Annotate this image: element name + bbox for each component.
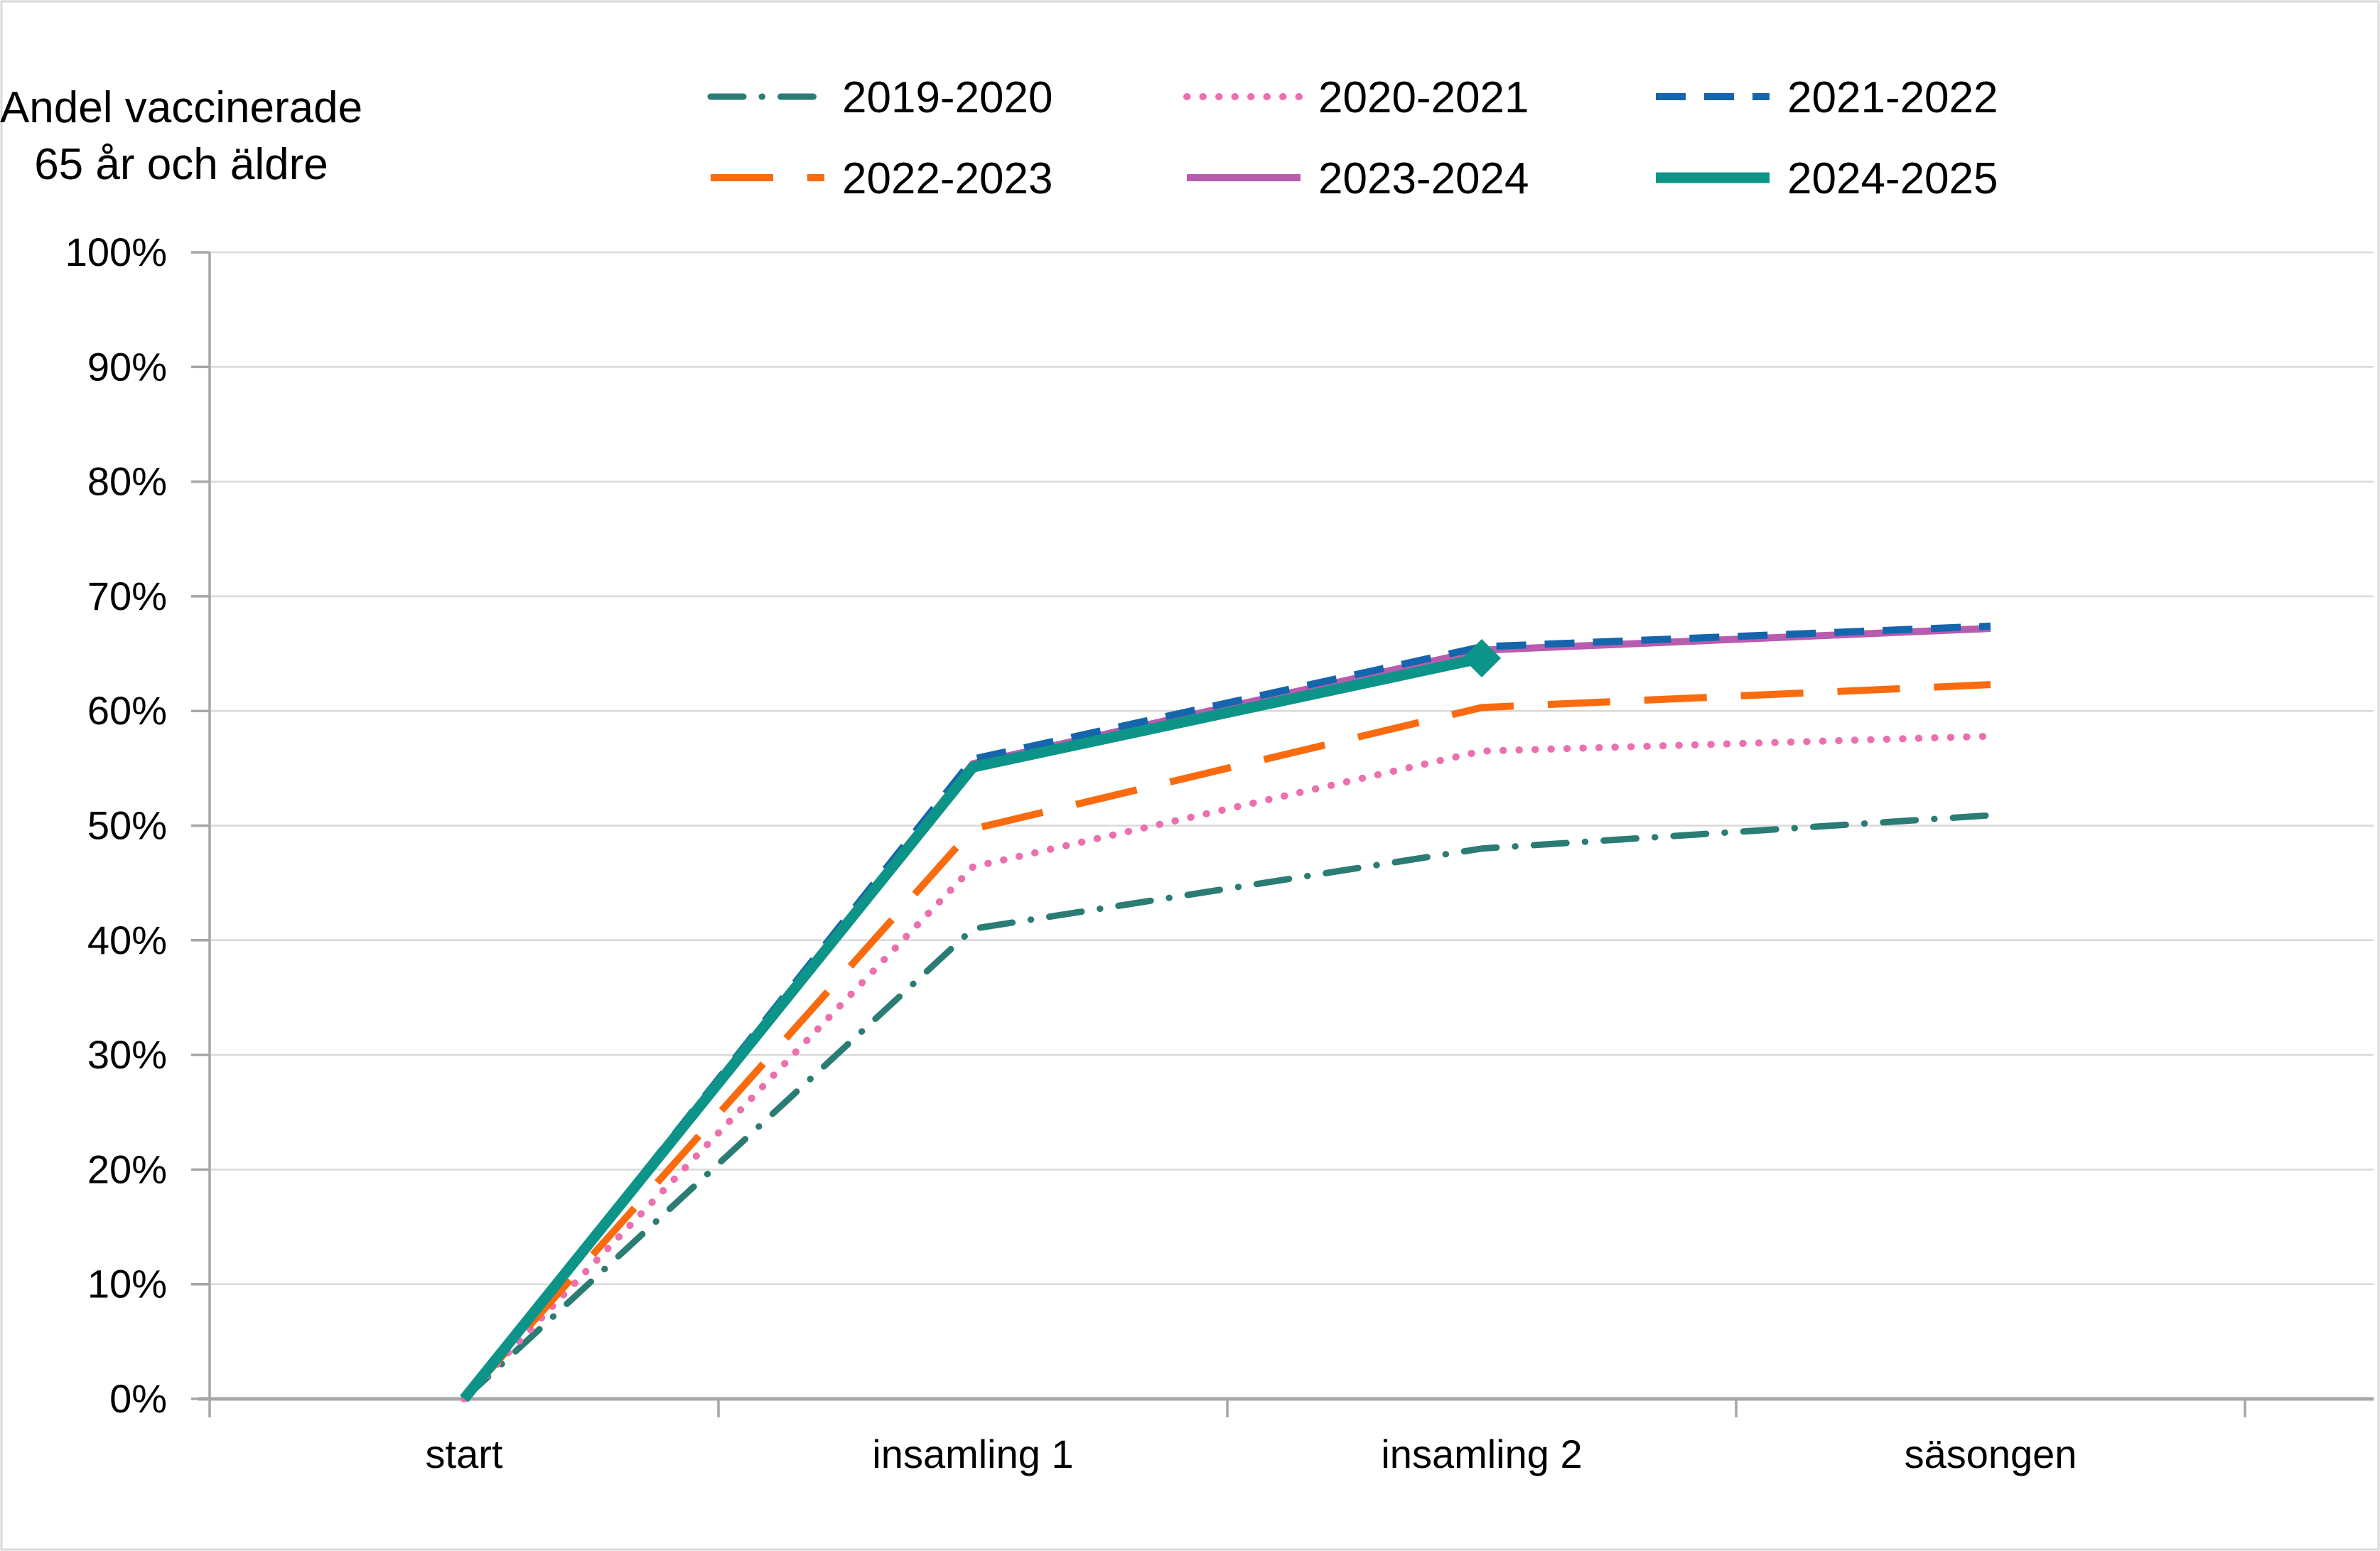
x-category-label: säsongen xyxy=(1905,1432,2077,1476)
legend-item-2022-2023: 2022-2023 xyxy=(711,154,1053,203)
legend-item-2019-2020: 2019-2020 xyxy=(707,73,1053,122)
series-line-2022-2023 xyxy=(461,681,1991,1402)
legend-label: 2024-2025 xyxy=(1787,154,1998,203)
axes xyxy=(191,251,2374,1417)
legend-label: 2021-2022 xyxy=(1787,73,1998,122)
series-lines xyxy=(460,622,1994,1402)
y-tick-label: 40% xyxy=(87,918,167,962)
legend-item-2024-2025: 2024-2025 xyxy=(1656,154,1998,203)
y-tick-label: 90% xyxy=(87,344,167,389)
y-tick-label: 20% xyxy=(87,1147,167,1191)
legend-item-2020-2021: 2020-2021 xyxy=(1183,73,1529,122)
chart-title-line1: Andel vaccinerade xyxy=(0,83,362,132)
y-tick-label: 100% xyxy=(65,230,167,274)
legend: 2019-2020 2020-2021 2021-2022 2022-2023 2023… xyxy=(707,73,1998,203)
series-end-marker-2024-2025 xyxy=(1463,639,1501,678)
y-tick-label: 30% xyxy=(87,1032,167,1077)
legend-label: 2020-2021 xyxy=(1318,73,1529,122)
legend-label: 2019-2020 xyxy=(842,73,1053,122)
x-category-label: insamling 2 xyxy=(1381,1432,1582,1476)
x-category-label: insamling 1 xyxy=(872,1432,1073,1476)
series-line-2020-2021 xyxy=(461,732,1994,1402)
y-tick-label: 10% xyxy=(87,1262,167,1306)
chart-title: Andel vaccinerade 65 år och äldre xyxy=(0,83,362,189)
y-tick-label: 80% xyxy=(87,459,167,504)
legend-label: 2022-2023 xyxy=(842,154,1053,203)
y-tick-label: 60% xyxy=(87,688,167,733)
x-axis-labels: start insamling 1 insamling 2 säsongen xyxy=(426,1432,2077,1476)
gridlines xyxy=(210,251,2374,1285)
series-line-2024-2025 xyxy=(460,653,1483,1402)
y-tick-label: 70% xyxy=(87,574,167,618)
legend-label: 2023-2024 xyxy=(1318,154,1529,203)
legend-item-2023-2024: 2023-2024 xyxy=(1187,154,1529,203)
y-tick-label: 50% xyxy=(87,803,167,848)
y-tick-label: 0% xyxy=(109,1376,167,1421)
x-category-label: start xyxy=(426,1432,503,1476)
chart-title-line2: 65 år och äldre xyxy=(34,140,328,189)
legend-item-2021-2022: 2021-2022 xyxy=(1656,73,1998,122)
y-axis-labels: 0% 10% 20% 30% 40% 50% 60% 70% 80% 90% 100% xyxy=(65,230,167,1421)
